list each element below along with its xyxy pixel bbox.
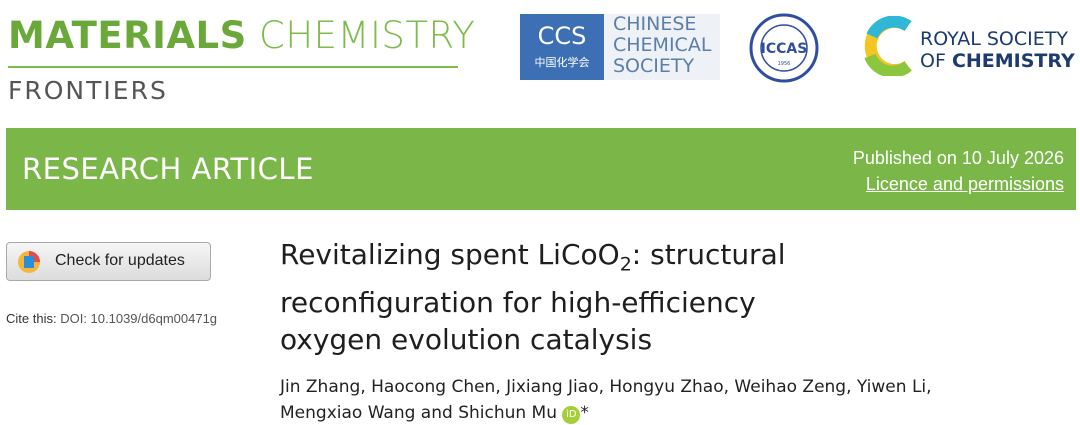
ccs-chinese: 中国化学会 [534,56,590,69]
licence-link[interactable]: Licence and permissions [865,174,1064,194]
iccas-abbr: ICCAS [761,41,808,57]
iccas-logo: ICCAS 1956 [749,13,819,83]
cite: Cite this: DOI: 10.1039/d6qm00471g [6,311,217,326]
rsc-of: OF [920,50,946,72]
check-updates-button[interactable]: Check for updates [6,242,211,281]
rsc-text: ROYAL SOCIETY OF CHEMISTRY [920,28,1075,72]
journal-rule [8,66,458,68]
title-text: reconfiguration for high-efficiency [280,285,756,319]
rsc-line1: ROYAL SOCIETY [920,28,1068,50]
ccs-line: CHEMICAL [613,34,712,56]
ccs-line: CHINESE [613,13,697,35]
iccas-year: 1956 [778,61,791,67]
banner [6,128,1076,210]
authors-line: Mengxiao Wang and Shichun Mu [280,403,557,423]
check-label: Check for updates [55,252,185,269]
corresponding-mark: * [580,403,589,423]
ccs-line: SOCIETY [613,55,695,77]
rsc-logo [864,16,912,76]
title-subscript: 2 [619,253,632,276]
journal-sub: FRONTIERS [8,76,168,105]
rsc-chemistry: CHEMISTRY [951,50,1075,72]
journal-name: MATERIALS CHEMISTRY [8,14,475,57]
article-title: Revitalizing spent LiCoO2: structural re… [280,236,786,358]
ccs-abbr: CCS [537,22,587,50]
article-type: RESEARCH ARTICLE [22,152,314,186]
title-text: : structural [631,238,786,271]
published-date: Published on 10 July 2026 [852,148,1064,168]
title-text: Revitalizing spent LiCoO [280,238,620,271]
doi: DOI: 10.1039/d6qm00471g [60,311,218,326]
cite-label: Cite this: [6,311,57,326]
title-text: oxygen evolution catalysis [280,322,653,356]
ccs-box: CCS 中国化学会 [520,14,604,80]
check-icon [18,251,40,273]
banner-right: Published on 10 July 2026 Licence and pe… [853,145,1064,197]
authors: Jin Zhang, Haocong Chen, Jixiang Jiao, H… [280,374,932,425]
ccs-text: CHINESE CHEMICAL SOCIETY [613,14,711,77]
journal-light: CHEMISTRY [258,14,476,57]
journal-bold: MATERIALS [8,14,247,57]
orcid-icon[interactable]: iD [562,406,581,424]
authors-line: Jin Zhang, Haocong Chen, Jixiang Jiao, H… [280,377,932,397]
